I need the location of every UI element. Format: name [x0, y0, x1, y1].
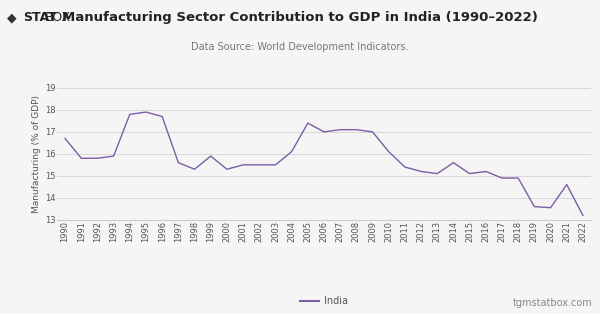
Y-axis label: Manufacturing (% of GDP): Manufacturing (% of GDP) [32, 95, 41, 213]
Text: BOX: BOX [45, 11, 71, 24]
Text: Manufacturing Sector Contribution to GDP in India (1990–2022): Manufacturing Sector Contribution to GDP… [62, 11, 538, 24]
Legend: India: India [296, 292, 352, 310]
Text: Data Source: World Development Indicators.: Data Source: World Development Indicator… [191, 42, 409, 52]
Text: ◆: ◆ [7, 11, 17, 24]
Text: tgmstatbox.com: tgmstatbox.com [513, 298, 593, 308]
Text: STAT: STAT [23, 11, 56, 24]
